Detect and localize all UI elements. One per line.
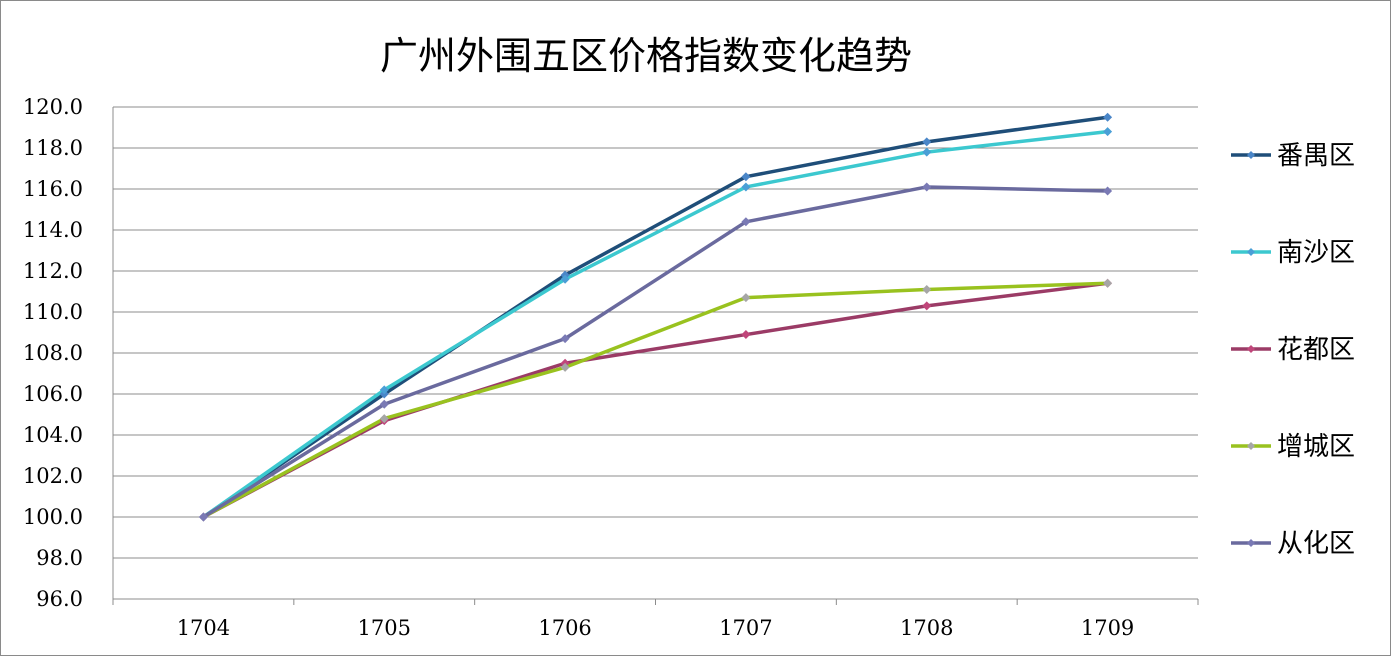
legend-marker <box>1247 442 1255 450</box>
data-point-2 <box>741 182 751 192</box>
y-tick-label: 106.0 <box>23 382 83 406</box>
data-point-2 <box>1103 127 1113 137</box>
legend-marker <box>1247 345 1255 353</box>
y-tick-label: 118.0 <box>23 136 83 160</box>
data-point-4 <box>560 362 570 372</box>
y-tick-label: 110.0 <box>23 300 83 324</box>
y-tick-label: 120.0 <box>23 95 83 119</box>
axes: 96.0 98.0 100.0 102.0 104.0 106.0 108.0 110.0 11… <box>23 95 1199 640</box>
legend-label: 番禺区 <box>1277 141 1355 171</box>
x-tick-label: 1704 <box>177 616 230 640</box>
y-tick-label: 112.0 <box>23 259 83 283</box>
data-point-4 <box>1103 278 1113 288</box>
x-tick-label: 1705 <box>358 616 411 640</box>
x-tick-label: 1708 <box>900 616 953 640</box>
data-point-3 <box>922 301 932 311</box>
x-tick-label: 1706 <box>538 616 591 640</box>
legend-marker <box>1247 539 1255 547</box>
y-tick-label: 104.0 <box>23 423 83 447</box>
data-point-1 <box>1103 112 1113 122</box>
data-point-5 <box>1103 186 1113 196</box>
y-tick-label: 114.0 <box>23 218 83 242</box>
y-tick-label: 116.0 <box>23 177 83 201</box>
data-point-5 <box>379 399 389 409</box>
y-tick-label: 102.0 <box>23 464 83 488</box>
data-point-1 <box>922 137 932 147</box>
data-point-4 <box>741 293 751 303</box>
chart-title: 广州外围五区价格指数变化趋势 <box>379 34 912 78</box>
series-line-4 <box>202 281 1108 519</box>
legend-label: 增城区 <box>1277 432 1355 462</box>
x-tick-label: 1707 <box>719 616 772 640</box>
series-line-5 <box>202 185 1108 519</box>
x-tick-label: 1709 <box>1081 616 1134 640</box>
y-tick-label: 100.0 <box>23 505 83 529</box>
data-point-2 <box>379 385 389 395</box>
data-point-4 <box>922 284 932 294</box>
legend-marker <box>1247 151 1255 159</box>
y-tick-label: 96.0 <box>36 587 83 611</box>
series-line-3 <box>202 281 1108 519</box>
data-point-2 <box>560 274 570 284</box>
data-point-1 <box>741 172 751 182</box>
legend-marker <box>1247 248 1255 256</box>
data-point-2 <box>922 147 932 157</box>
y-tick-label: 98.0 <box>36 546 83 570</box>
legend-label: 南沙区 <box>1277 238 1355 268</box>
data-point-3 <box>741 330 751 340</box>
gridlines <box>113 106 1198 600</box>
data-point-5 <box>741 217 751 227</box>
data-point-5 <box>560 334 570 344</box>
legend-label: 花都区 <box>1277 335 1355 365</box>
series-line-2 <box>202 129 1108 519</box>
legend-label: 从化区 <box>1277 529 1355 559</box>
data-point-5 <box>922 182 932 192</box>
data-point-5 <box>198 512 208 522</box>
y-tick-label: 108.0 <box>23 341 83 365</box>
series-lines <box>198 112 1113 522</box>
data-point-4 <box>379 414 389 424</box>
series-line-1 <box>202 115 1108 519</box>
